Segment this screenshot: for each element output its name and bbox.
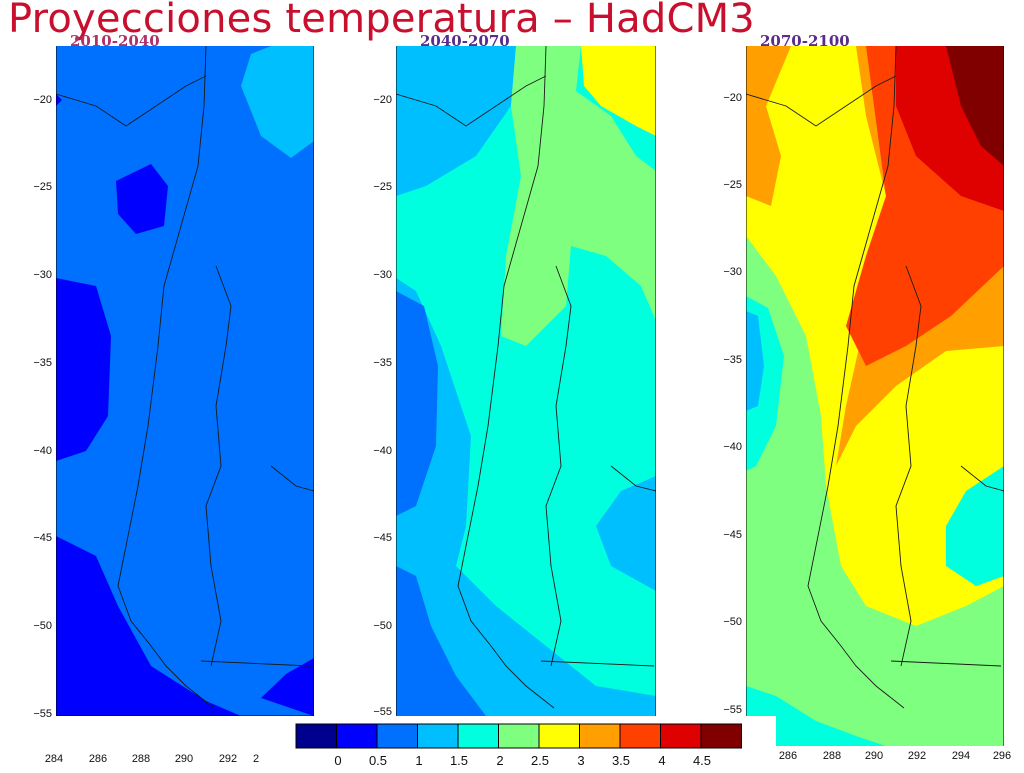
y-tick-label: −20 — [373, 94, 392, 106]
temperature-map-2070-2100 — [746, 46, 1004, 746]
y-tick-label: −30 — [33, 269, 52, 281]
y-tick-label: −25 — [723, 179, 742, 191]
y-tick-label: −35 — [373, 357, 392, 369]
y-tick-label: −30 — [723, 266, 742, 278]
y-tick-label: −45 — [33, 532, 52, 544]
colorbar-tick-label: 2 — [496, 753, 504, 768]
x-tick-label: 294 — [951, 750, 971, 762]
temperature-map-2010-2040 — [56, 46, 314, 716]
y-tick-label: −45 — [373, 532, 392, 544]
y-tick-label: −35 — [723, 354, 742, 366]
colorbar-tick-label: 0.5 — [368, 753, 388, 768]
colorbar-swatch — [660, 723, 702, 749]
x-tick-label: 292 — [218, 753, 238, 765]
y-tick-label: −50 — [33, 620, 52, 632]
y-tick-label: −25 — [33, 181, 52, 193]
period-label-2070-2100: 2070-2100 — [760, 32, 850, 50]
y-tick-label: −35 — [33, 357, 52, 369]
x-tick-label: 288 — [131, 753, 151, 765]
temperature-map-2040-2070 — [396, 46, 656, 716]
x-tick-label: 290 — [174, 753, 194, 765]
colorbar-swatch — [538, 723, 580, 749]
colorbar-swatch — [700, 723, 742, 749]
y-tick-label: −20 — [33, 94, 52, 106]
colorbar-tick-label: 3 — [577, 753, 585, 768]
slide-title: Proyecciones temperatura – HadCM3 — [8, 0, 755, 42]
x-tick-label: 292 — [907, 750, 927, 762]
colorbar-tick-label: 1 — [415, 753, 423, 768]
colorbar-swatch — [336, 723, 378, 749]
y-tick-label: −45 — [723, 529, 742, 541]
x-tick-label: 290 — [864, 750, 884, 762]
colorbar-tick-label: 0 — [334, 753, 342, 768]
y-tick-label: −55 — [373, 706, 392, 718]
x-tick-label: 2 — [252, 753, 260, 765]
colorbar-swatches — [295, 723, 742, 749]
colorbar-swatch — [457, 723, 499, 749]
colorbar-swatch — [417, 723, 459, 749]
colorbar: 0 0.5 1 1.5 2 2.5 3 3.5 4 4.5 — [266, 716, 776, 768]
y-tick-label: −40 — [33, 445, 52, 457]
colorbar-swatch — [579, 723, 621, 749]
y-tick-label: −55 — [33, 708, 52, 720]
x-tick-label: 284 — [44, 753, 64, 765]
x-tick-label: 288 — [822, 750, 842, 762]
y-tick-label: −40 — [723, 441, 742, 453]
y-tick-label: −30 — [373, 269, 392, 281]
y-tick-label: −50 — [373, 620, 392, 632]
y-tick-label: −25 — [373, 181, 392, 193]
y-tick-label: −50 — [723, 616, 742, 628]
x-tick-label: 296 — [992, 750, 1012, 762]
colorbar-swatch — [295, 723, 337, 749]
x-tick-label: 286 — [778, 750, 798, 762]
x-tick-label: 286 — [88, 753, 108, 765]
map-panel-2070-2100 — [746, 46, 1004, 746]
colorbar-tick-label: 4 — [658, 753, 666, 768]
colorbar-swatch — [376, 723, 418, 749]
map-panel-2040-2070 — [396, 46, 656, 716]
colorbar-swatch — [498, 723, 540, 749]
y-tick-label: −20 — [723, 92, 742, 104]
period-label-2040-2070: 2040-2070 — [420, 32, 510, 50]
y-tick-label: −55 — [723, 704, 742, 716]
y-tick-label: −40 — [373, 445, 392, 457]
colorbar-tick-label: 1.5 — [449, 753, 469, 768]
colorbar-tick-label: 4.5 — [692, 753, 712, 768]
period-label-2010-2040: 2010-2040 — [70, 32, 160, 50]
map-panel-2010-2040 — [56, 46, 314, 716]
colorbar-tick-label: 2.5 — [530, 753, 550, 768]
colorbar-swatch — [619, 723, 661, 749]
colorbar-tick-label: 3.5 — [611, 753, 631, 768]
